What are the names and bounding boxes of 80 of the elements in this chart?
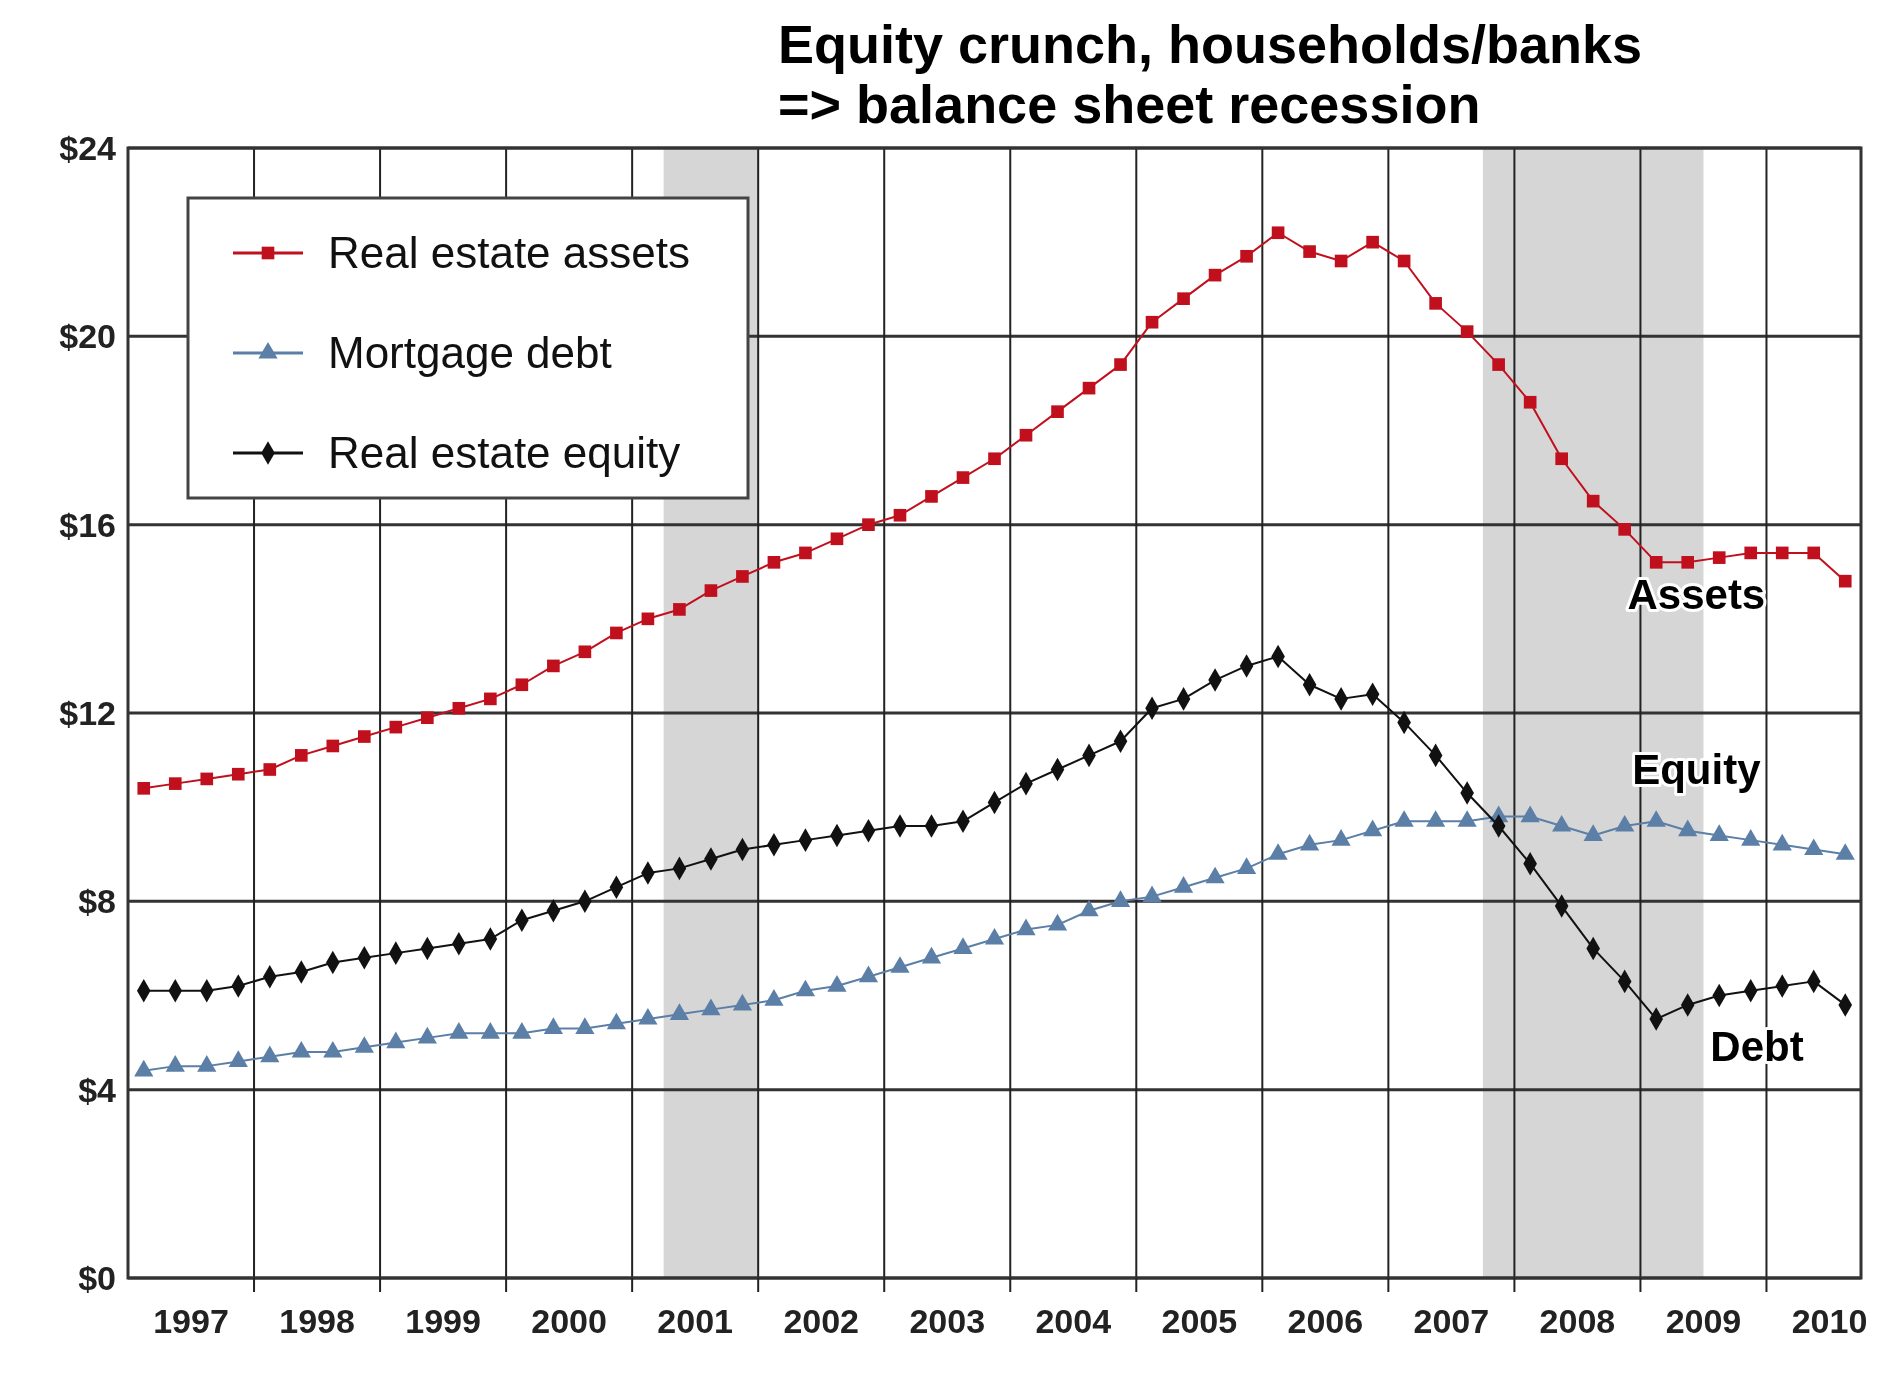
x-tick-label: 2006 [1287, 1302, 1364, 1340]
point [988, 452, 1001, 466]
x-tick-label: 2009 [1665, 1302, 1742, 1340]
point [168, 777, 182, 790]
point [1366, 235, 1379, 249]
y-tick-label: $20 [59, 317, 116, 356]
point [200, 772, 214, 786]
point [1208, 268, 1222, 282]
point [1051, 405, 1064, 418]
x-tick-label: 2004 [1035, 1302, 1112, 1340]
chart-title: Equity crunch, households/banks => balance sheet recession [778, 14, 1643, 134]
point [294, 749, 308, 762]
legend-label: Real estate assets [328, 228, 690, 278]
x-tick-label: 1998 [279, 1302, 355, 1340]
point [137, 782, 151, 795]
x-tick-label: 2000 [531, 1302, 607, 1340]
point [578, 645, 592, 659]
point [925, 490, 938, 503]
legend-label: Mortgage debt [328, 328, 612, 378]
point [484, 692, 497, 706]
point [452, 701, 466, 715]
y-tick-label: $12 [59, 693, 116, 732]
x-tick-label: 2005 [1161, 1302, 1238, 1340]
y-tick-label: $16 [59, 505, 116, 544]
x-tick-label: 2001 [657, 1302, 733, 1340]
point [610, 626, 623, 640]
point [1744, 546, 1758, 560]
point [1523, 395, 1537, 409]
point [641, 612, 655, 626]
x-tick-label: 2007 [1413, 1302, 1490, 1340]
point [956, 471, 970, 484]
x-tick-label: 1999 [405, 1302, 481, 1340]
point [1460, 325, 1474, 338]
y-tick-label: $0 [78, 1258, 116, 1297]
point [1838, 574, 1852, 588]
y-tick-label: $4 [78, 1070, 117, 1109]
point [326, 739, 340, 753]
y-tick-label: $24 [59, 128, 117, 167]
y-tick-label: $8 [78, 882, 116, 921]
point [1429, 297, 1442, 310]
point [1712, 551, 1726, 564]
point [1177, 292, 1190, 305]
point [893, 508, 907, 522]
x-tick-label: 2008 [1539, 1302, 1616, 1340]
point [231, 767, 245, 781]
point [862, 518, 875, 531]
legend-label: Real estate equity [328, 428, 681, 478]
point [1618, 523, 1632, 536]
point [1807, 546, 1821, 560]
point [389, 720, 403, 734]
point [1334, 254, 1348, 268]
point [357, 730, 371, 743]
point [1681, 556, 1695, 569]
point [1240, 249, 1253, 263]
point [1397, 254, 1411, 268]
point [799, 546, 812, 560]
point [736, 570, 749, 583]
point [1586, 494, 1600, 508]
point [704, 584, 718, 597]
point [1555, 452, 1568, 466]
point [1114, 358, 1127, 371]
x-tick-label: 1997 [153, 1302, 229, 1340]
point [767, 556, 781, 569]
point [1145, 315, 1159, 329]
x-tick-label: 2003 [909, 1302, 986, 1340]
point [1019, 428, 1033, 442]
point [421, 711, 434, 725]
point [1271, 226, 1285, 240]
x-tick-label: 2002 [783, 1302, 860, 1340]
point [673, 603, 686, 616]
point [1775, 546, 1789, 560]
point [263, 763, 277, 776]
point [1303, 245, 1316, 258]
point [1649, 556, 1663, 569]
x-tick-label: 2010 [1791, 1302, 1868, 1340]
point [515, 678, 529, 692]
point [1492, 358, 1505, 371]
point [1082, 381, 1096, 395]
point [547, 659, 560, 673]
point [830, 532, 844, 546]
